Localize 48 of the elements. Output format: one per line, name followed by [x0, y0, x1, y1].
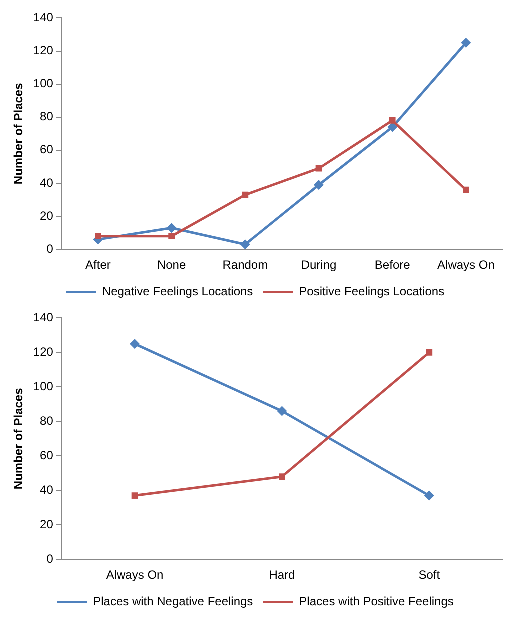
- y-tick-label: 100: [33, 379, 54, 394]
- y-tick-label: 0: [46, 242, 54, 256]
- point: [461, 38, 472, 48]
- point: [389, 117, 396, 124]
- point: [279, 474, 286, 480]
- point: [168, 233, 175, 240]
- y-tick-label: 120: [33, 44, 54, 58]
- y-tick-label: 140: [33, 310, 54, 325]
- y-tick-label: 40: [40, 176, 54, 190]
- legend-label: Places with Positive Feelings: [299, 594, 454, 608]
- y-axis-title: Number of Places: [12, 82, 26, 185]
- x-tick-label: After: [86, 258, 111, 272]
- x-tick-label: Always On: [438, 258, 495, 272]
- y-tick-label: 60: [40, 142, 54, 157]
- x-tick-label: During: [301, 258, 337, 272]
- x-tick-label: Soft: [418, 568, 441, 582]
- y-tick-label: 120: [33, 345, 54, 359]
- y-axis-title: Number of Places: [12, 388, 26, 490]
- y-tick-label: 100: [33, 76, 54, 91]
- y-tick-label: 80: [40, 414, 54, 428]
- point: [426, 350, 433, 356]
- point: [95, 233, 102, 240]
- legend-label: Negative Feelings Locations: [102, 284, 254, 298]
- y-tick-label: 140: [33, 10, 54, 25]
- x-tick-label: Random: [222, 258, 268, 272]
- point: [242, 192, 249, 198]
- y-tick-label: 0: [46, 552, 54, 566]
- point: [132, 492, 138, 499]
- y-tick-label: 20: [40, 517, 54, 532]
- y-tick-label: 20: [40, 208, 54, 223]
- point: [316, 165, 322, 172]
- legend-label: Places with Negative Feelings: [93, 594, 254, 608]
- point: [424, 490, 434, 501]
- point: [314, 180, 324, 190]
- point: [277, 406, 288, 416]
- point: [130, 339, 140, 350]
- x-tick-label: Always On: [106, 568, 164, 582]
- point: [240, 240, 250, 250]
- legend-label: Positive Feelings Locations: [299, 284, 445, 298]
- y-tick-label: 60: [40, 448, 54, 462]
- point: [463, 186, 470, 194]
- y-tick-label: 40: [40, 482, 54, 497]
- x-tick-label: None: [157, 258, 186, 272]
- x-tick-label: Before: [374, 258, 411, 272]
- y-tick-label: 80: [40, 110, 54, 124]
- point: [388, 122, 398, 132]
- x-tick-label: Hard: [269, 568, 296, 582]
- point: [166, 223, 177, 234]
